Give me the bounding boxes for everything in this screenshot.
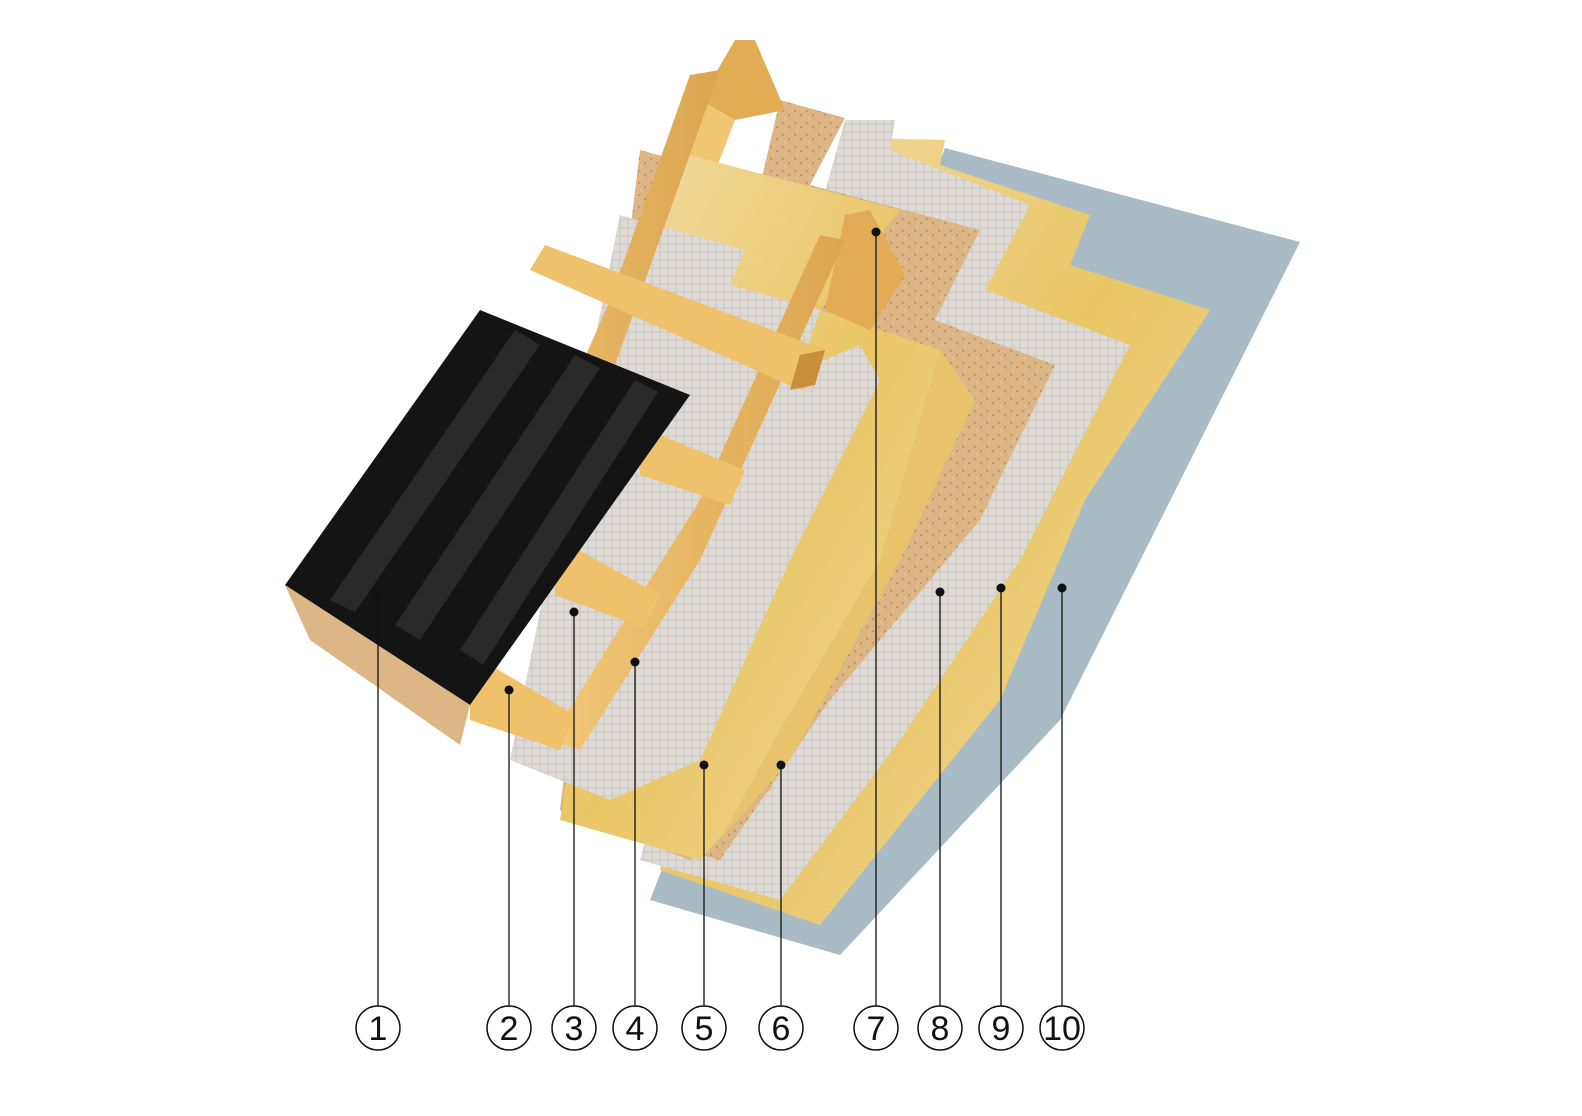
layer-1-metal-roofing <box>285 310 690 705</box>
batten-bottom <box>470 665 575 750</box>
label-number-10: 10 <box>1043 1010 1081 1048</box>
label-circle-5 <box>681 1005 727 1051</box>
label-circle-10 <box>1039 1005 1085 1051</box>
leader-dot-3 <box>569 607 579 617</box>
label-circle-7 <box>853 1005 899 1051</box>
label-number-8: 8 <box>931 1010 950 1048</box>
leader-lines <box>373 227 1067 1006</box>
label-circle-8 <box>917 1005 963 1051</box>
leader-dot-7 <box>871 227 881 237</box>
leader-dot-9 <box>996 583 1006 593</box>
batten-top-end <box>790 350 825 390</box>
leader-dot-2 <box>504 685 514 695</box>
label-circle-9 <box>978 1005 1024 1051</box>
ridge-rafter <box>700 40 785 120</box>
label-circle-3 <box>551 1005 597 1051</box>
leader-dot-5 <box>699 760 709 770</box>
layer-5-wool-side <box>720 350 975 840</box>
label-number-7: 7 <box>867 1010 886 1048</box>
label-circle-2 <box>486 1005 532 1051</box>
label-numbers: 1 2 3 4 5 6 7 8 9 10 <box>355 1005 1085 1051</box>
leader-dot-10 <box>1057 583 1067 593</box>
label-circle-6 <box>758 1005 804 1051</box>
label-number-9: 9 <box>992 1010 1011 1048</box>
label-number-6: 6 <box>772 1010 791 1048</box>
label-number-3: 3 <box>565 1010 584 1048</box>
batten-mid <box>640 435 745 505</box>
leader-dot-4 <box>630 657 640 667</box>
leader-dot-8 <box>935 587 945 597</box>
batten-top <box>530 245 825 390</box>
leader-dot-1 <box>373 589 383 599</box>
label-number-2: 2 <box>500 1010 519 1048</box>
label-number-5: 5 <box>695 1010 714 1048</box>
label-number-1: 1 <box>369 1010 388 1048</box>
label-number-4: 4 <box>626 1010 645 1048</box>
leader-dot-6 <box>776 760 786 770</box>
batten-low <box>555 548 660 628</box>
label-circle-4 <box>612 1005 658 1051</box>
label-circle-1 <box>355 1005 401 1051</box>
